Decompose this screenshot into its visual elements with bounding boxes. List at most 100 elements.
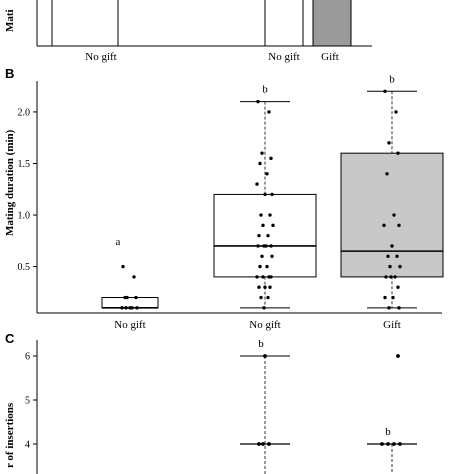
panel-c-points bbox=[257, 354, 402, 446]
panel-b-point bbox=[387, 306, 391, 310]
panel-b-x-labels: No gift No gift Gift bbox=[114, 319, 401, 331]
panel-b-ytick-label: 1.0 bbox=[18, 211, 31, 222]
panel-b-ylabel: Mating duration (min) bbox=[4, 129, 16, 236]
panel-b-significance-letter: b bbox=[262, 84, 268, 96]
panel-b-point bbox=[388, 264, 392, 269]
panel-b-point bbox=[385, 172, 389, 176]
panel-b-point bbox=[256, 99, 260, 104]
panel-b-point bbox=[266, 295, 270, 300]
panel-b-point bbox=[128, 306, 132, 310]
panel-c-y-ticks: 4 5 6 bbox=[25, 352, 37, 451]
panel-b-significance-letter: a bbox=[116, 236, 121, 248]
panel-b-point bbox=[262, 306, 266, 310]
panel-b-point bbox=[391, 295, 395, 300]
panel-c-significance-letter: b bbox=[258, 338, 264, 350]
panel-b-box bbox=[340, 152, 444, 278]
panel-b-point bbox=[396, 285, 400, 289]
panel-b-boxes bbox=[101, 90, 444, 309]
panel-b-point bbox=[258, 161, 262, 166]
panel-b-point bbox=[132, 275, 136, 279]
panel-b-point bbox=[398, 264, 402, 269]
panel-b-point bbox=[257, 285, 261, 289]
panel-b-significance-letter: b bbox=[389, 73, 395, 85]
panel-c-significance: bb bbox=[258, 338, 391, 438]
panel-b-point bbox=[260, 254, 264, 258]
panel-b-point bbox=[265, 264, 269, 269]
panel-c-ytick-label: 4 bbox=[25, 440, 30, 451]
panel-b-point bbox=[394, 110, 398, 114]
panel-c-point bbox=[392, 442, 396, 446]
panel-b-point bbox=[266, 233, 270, 238]
panel-a: Mati No gift No gift Gift bbox=[4, 0, 372, 63]
panel-b-point bbox=[267, 110, 271, 114]
panel-b-point bbox=[123, 295, 127, 300]
panel-b-point bbox=[393, 275, 397, 279]
panel-b-point bbox=[270, 192, 274, 197]
panel-b-point bbox=[261, 223, 265, 228]
panel-a-category-3: Gift bbox=[321, 51, 339, 63]
panel-b-points bbox=[120, 89, 402, 310]
panel-b-point bbox=[392, 213, 396, 217]
panel-c: C r of insertions 456 bb bbox=[4, 331, 417, 474]
panel-b-point bbox=[269, 244, 273, 248]
panel-b-point bbox=[261, 275, 265, 279]
panel-a-category-2: No gift bbox=[268, 51, 299, 63]
panel-b-box bbox=[213, 193, 317, 278]
panel-c-point bbox=[380, 442, 384, 446]
panel-b-ytick-label: 2.0 bbox=[18, 107, 31, 118]
panel-b-point bbox=[268, 213, 272, 217]
panel-a-bar-1 bbox=[51, 0, 119, 47]
panel-b-point bbox=[389, 275, 393, 279]
panel-c-point bbox=[396, 354, 400, 358]
panel-b-point bbox=[387, 141, 391, 145]
panel-b-point bbox=[255, 182, 259, 186]
panel-c-boxes bbox=[240, 355, 417, 474]
panel-b-point bbox=[257, 233, 261, 238]
panel-c-point bbox=[257, 442, 261, 446]
panel-b-point bbox=[259, 213, 263, 217]
panel-b-x-label: No gift bbox=[249, 319, 280, 331]
panel-b-x-label: Gift bbox=[383, 319, 401, 331]
panel-b-point bbox=[258, 264, 262, 269]
panel-b: B Mating duration (min) 0.5 1.0 1.5 2.0 No … bbox=[4, 66, 444, 331]
panel-a-bar-3 bbox=[312, 0, 352, 47]
panel-b-point bbox=[396, 151, 400, 155]
panel-c-significance-letter: b bbox=[385, 426, 391, 438]
panel-b-point bbox=[269, 275, 273, 279]
panel-b-x-label: No gift bbox=[114, 319, 145, 331]
panel-b-point bbox=[383, 89, 387, 94]
panel-b-point bbox=[255, 275, 259, 279]
panel-c-point bbox=[398, 442, 402, 446]
panel-c-ylabel: r of insertions bbox=[4, 402, 16, 468]
panel-b-ytick-label: 0.5 bbox=[18, 262, 31, 273]
panel-b-y-ticks: 0.5 1.0 1.5 2.0 bbox=[18, 107, 37, 273]
panel-b-significance: a b b bbox=[116, 73, 396, 248]
panel-b-point bbox=[121, 264, 125, 269]
panel-b-point bbox=[268, 285, 272, 289]
panel-b-point bbox=[382, 223, 386, 228]
panel-b-point bbox=[135, 306, 139, 310]
panel-b-point bbox=[390, 244, 394, 248]
panel-c-point bbox=[386, 442, 390, 446]
panel-b-point bbox=[260, 151, 264, 155]
panel-c-ytick-label: 6 bbox=[25, 352, 30, 363]
panel-b-point bbox=[124, 306, 128, 310]
panel-b-point bbox=[265, 172, 269, 176]
panel-b-point bbox=[263, 285, 267, 289]
panel-b-ytick-label: 1.5 bbox=[18, 159, 31, 170]
panel-b-point bbox=[270, 254, 274, 258]
panel-c-point bbox=[263, 354, 267, 358]
panel-c-ytick-label: 5 bbox=[25, 396, 30, 407]
panel-b-point bbox=[384, 275, 388, 279]
panel-b-letter: B bbox=[5, 66, 14, 81]
panel-c-point bbox=[261, 442, 265, 446]
panel-c-point bbox=[267, 442, 271, 446]
panel-b-point bbox=[397, 306, 401, 310]
panel-c-letter: C bbox=[5, 331, 15, 346]
panel-b-point bbox=[383, 295, 387, 300]
panel-b-point bbox=[263, 192, 267, 197]
panel-b-point bbox=[271, 223, 275, 228]
panel-b-point bbox=[264, 244, 268, 248]
panel-b-point bbox=[120, 306, 124, 310]
